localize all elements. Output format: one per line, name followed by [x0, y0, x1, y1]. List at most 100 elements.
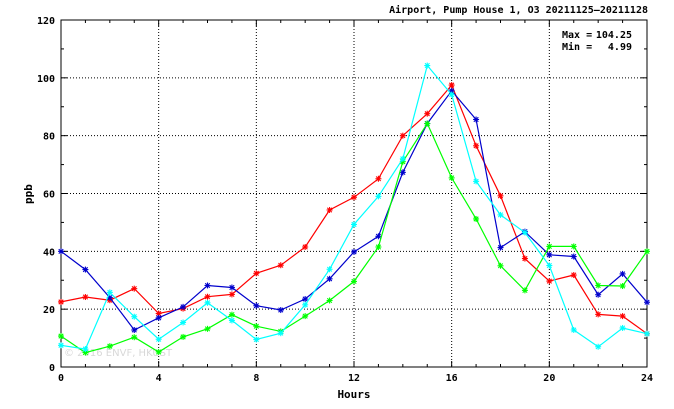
data-point: [228, 291, 235, 298]
data-point: [375, 243, 382, 250]
data-point: [497, 211, 504, 218]
data-point: [302, 296, 309, 303]
data-point: [228, 317, 235, 324]
max-label: Max =: [562, 30, 592, 41]
data-point: [399, 132, 406, 139]
x-tick-label: 0: [58, 373, 64, 384]
data-point: [302, 301, 309, 308]
data-point: [375, 233, 382, 240]
data-point: [326, 297, 333, 304]
data-point: [521, 287, 528, 294]
x-tick-label: 8: [253, 373, 259, 384]
data-point: [82, 266, 89, 273]
data-point: [375, 175, 382, 182]
data-point: [424, 62, 431, 69]
data-point: [326, 266, 333, 273]
data-point: [473, 116, 480, 123]
data-point: [473, 142, 480, 149]
grid: [61, 20, 647, 367]
data-point: [619, 324, 626, 331]
series-3: [58, 120, 650, 356]
data-point: [131, 313, 138, 320]
tick-marks: [60, 19, 648, 368]
data-point: [644, 330, 650, 337]
data-point: [570, 243, 577, 250]
watermark-text: © 2016 ENVF, HKUST: [64, 348, 173, 359]
data-point: [155, 348, 162, 355]
x-tick-label: 12: [348, 373, 360, 384]
data-point: [546, 243, 553, 250]
data-point: [180, 303, 187, 310]
data-point: [351, 278, 357, 285]
data-point: [595, 282, 602, 289]
data-point: [375, 193, 382, 200]
data-point: [228, 311, 235, 318]
data-point: [58, 248, 64, 255]
data-point: [155, 336, 162, 343]
data-point: [131, 334, 138, 341]
data-point: [302, 313, 309, 320]
data-point: [644, 248, 650, 255]
data-point: [180, 319, 187, 326]
data-point: [155, 314, 162, 321]
x-tick-label: 20: [543, 373, 555, 384]
x-tick-label: 24: [641, 373, 653, 384]
y-tick-label: 120: [37, 16, 55, 27]
data-point: [204, 299, 211, 306]
data-point: [82, 294, 89, 301]
data-point: [204, 325, 211, 332]
data-point: [619, 270, 626, 277]
data-point: [424, 110, 431, 117]
data-point: [546, 278, 553, 285]
y-tick-label: 40: [43, 247, 55, 258]
data-point: [521, 229, 528, 236]
x-axis-label: Hours: [337, 388, 370, 401]
data-point: [58, 298, 64, 305]
data-point: [644, 299, 650, 306]
data-point: [253, 336, 260, 343]
data-point: [326, 275, 333, 282]
x-tick-label: 16: [446, 373, 458, 384]
data-point: [399, 169, 406, 176]
data-point: [595, 311, 602, 318]
y-tick-labels: 0 20 40 60 80 100 120: [37, 16, 55, 374]
data-point: [277, 307, 284, 314]
data-point: [253, 270, 260, 277]
y-tick-label: 60: [43, 190, 55, 201]
series-group: [58, 62, 650, 356]
data-point: [253, 302, 260, 309]
x-tick-labels: 0 4 8 12 16 20 24: [58, 373, 653, 384]
chart-title: Airport, Pump House 1, O3 20211125–20211…: [389, 4, 648, 16]
data-point: [106, 343, 113, 350]
data-point: [204, 282, 211, 289]
data-point: [595, 291, 602, 298]
data-point: [351, 194, 357, 201]
data-point: [497, 262, 504, 269]
data-point: [131, 285, 138, 292]
data-point: [497, 244, 504, 251]
data-point: [351, 248, 357, 255]
data-point: [326, 206, 333, 213]
min-label: Min =: [562, 41, 592, 53]
series-line: [60, 64, 648, 350]
data-point: [473, 215, 480, 222]
y-tick-label: 20: [43, 305, 55, 316]
data-point: [473, 178, 480, 185]
data-point: [595, 343, 602, 350]
y-tick-label: 0: [49, 363, 55, 374]
data-point: [58, 333, 64, 340]
series-4: [58, 62, 650, 353]
max-value: 104.25: [596, 30, 632, 41]
min-value: 4.99: [608, 42, 632, 53]
data-point: [546, 262, 553, 269]
data-point: [253, 323, 260, 330]
data-point: [570, 272, 577, 279]
data-point: [106, 289, 113, 296]
data-point: [619, 283, 626, 290]
data-point: [497, 192, 504, 199]
data-point: [619, 313, 626, 320]
x-tick-label: 4: [156, 373, 162, 384]
data-point: [546, 251, 553, 258]
data-point: [424, 120, 431, 127]
